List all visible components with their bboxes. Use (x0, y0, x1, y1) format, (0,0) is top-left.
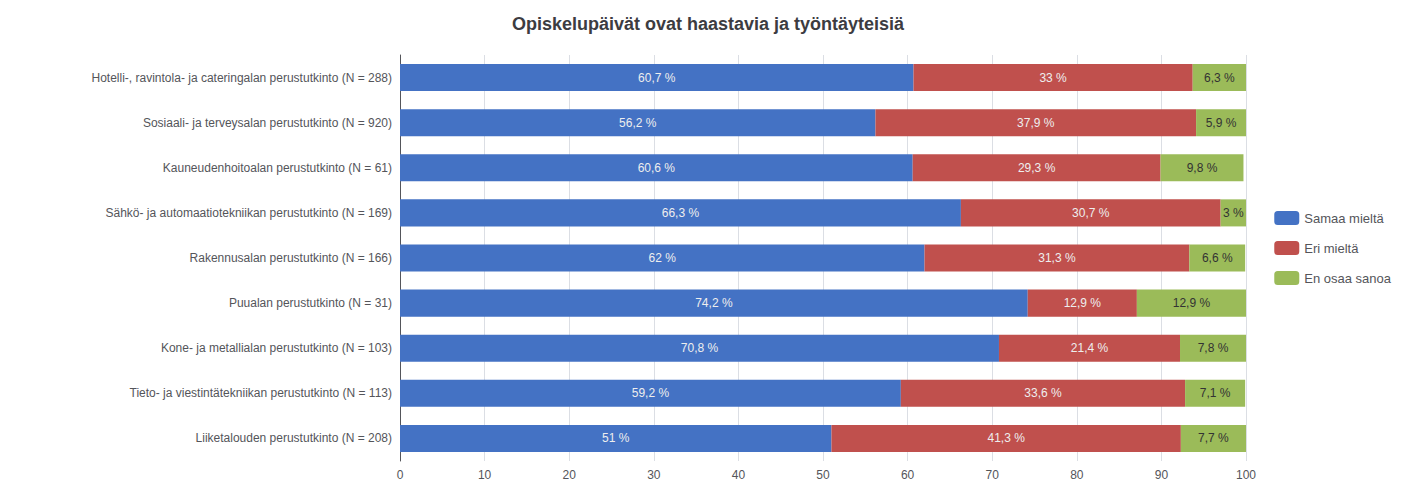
svg-text:56,2 %: 56,2 % (619, 116, 657, 130)
svg-text:7,8 %: 7,8 % (1198, 341, 1229, 355)
svg-text:50: 50 (816, 468, 830, 482)
svg-text:100: 100 (1236, 468, 1256, 482)
svg-text:Eri mieltä: Eri mieltä (1304, 241, 1359, 256)
svg-text:21,4 %: 21,4 % (1071, 341, 1109, 355)
svg-text:20: 20 (563, 468, 577, 482)
svg-text:30: 30 (647, 468, 661, 482)
svg-text:Rakennusalan perustutkinto (N: Rakennusalan perustutkinto (N = 166) (190, 251, 392, 265)
svg-text:Kauneudenhoitoalan perustutkin: Kauneudenhoitoalan perustutkinto (N = 61… (163, 161, 392, 175)
svg-text:6,6 %: 6,6 % (1202, 251, 1233, 265)
svg-text:7,7 %: 7,7 % (1198, 431, 1229, 445)
svg-text:33,6 %: 33,6 % (1024, 386, 1062, 400)
svg-text:En osaa sanoa: En osaa sanoa (1304, 271, 1392, 286)
svg-text:74,2 %: 74,2 % (695, 296, 733, 310)
svg-text:33 %: 33 % (1039, 71, 1067, 85)
svg-text:Sähkö- ja automaatiotekniikan: Sähkö- ja automaatiotekniikan perustutki… (106, 206, 393, 220)
svg-text:6,3 %: 6,3 % (1204, 71, 1235, 85)
svg-text:66,3 %: 66,3 % (662, 206, 700, 220)
svg-text:70,8 %: 70,8 % (681, 341, 719, 355)
svg-text:37,9 %: 37,9 % (1017, 116, 1055, 130)
svg-text:9,8 %: 9,8 % (1187, 161, 1218, 175)
svg-text:Hotelli-, ravintola- ja cateri: Hotelli-, ravintola- ja cateringalan per… (92, 71, 392, 85)
svg-text:3 %: 3 % (1223, 206, 1244, 220)
svg-text:60: 60 (901, 468, 915, 482)
svg-text:Puualan perustutkinto (N = 31): Puualan perustutkinto (N = 31) (229, 296, 392, 310)
svg-text:5,9 %: 5,9 % (1206, 116, 1237, 130)
svg-text:10: 10 (478, 468, 492, 482)
svg-text:51 %: 51 % (602, 431, 630, 445)
svg-text:Samaa mieltä: Samaa mieltä (1304, 211, 1384, 226)
svg-text:70: 70 (986, 468, 1000, 482)
svg-text:90: 90 (1155, 468, 1169, 482)
svg-text:Tieto- ja viestintätekniikan p: Tieto- ja viestintätekniikan perustutkin… (130, 386, 392, 400)
svg-text:12,9 %: 12,9 % (1064, 296, 1102, 310)
svg-text:40: 40 (732, 468, 746, 482)
svg-text:Liiketalouden perustutkinto (N: Liiketalouden perustutkinto (N = 208) (196, 431, 392, 445)
svg-text:80: 80 (1070, 468, 1084, 482)
svg-text:60,7 %: 60,7 % (638, 71, 676, 85)
svg-text:31,3 %: 31,3 % (1038, 251, 1076, 265)
svg-text:Opiskelupäivät ovat haastavia: Opiskelupäivät ovat haastavia ja työntäy… (512, 14, 905, 34)
svg-text:41,3 %: 41,3 % (987, 431, 1025, 445)
svg-text:0: 0 (397, 468, 404, 482)
svg-text:60,6 %: 60,6 % (638, 161, 676, 175)
svg-text:7,1 %: 7,1 % (1200, 386, 1231, 400)
svg-text:62 %: 62 % (649, 251, 677, 265)
svg-text:12,9 %: 12,9 % (1173, 296, 1211, 310)
svg-text:Kone- ja metallialan perustutk: Kone- ja metallialan perustutkinto (N = … (161, 341, 392, 355)
svg-text:Sosiaali- ja terveysalan perus: Sosiaali- ja terveysalan perustutkinto (… (143, 116, 392, 130)
svg-text:29,3 %: 29,3 % (1018, 161, 1056, 175)
svg-text:30,7 %: 30,7 % (1072, 206, 1110, 220)
svg-text:59,2 %: 59,2 % (632, 386, 670, 400)
